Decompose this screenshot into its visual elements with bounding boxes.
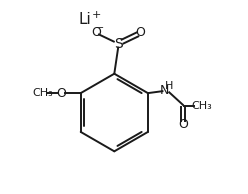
Text: −: −	[96, 23, 104, 33]
Text: H: H	[165, 81, 173, 91]
Text: O: O	[91, 26, 101, 40]
Text: CH₃: CH₃	[32, 88, 53, 98]
Text: CH₃: CH₃	[191, 101, 212, 111]
Text: N: N	[160, 84, 169, 97]
Text: +: +	[92, 10, 101, 20]
Text: O: O	[136, 26, 145, 40]
Text: Li: Li	[79, 12, 92, 27]
Text: O: O	[56, 87, 66, 100]
Text: S: S	[114, 37, 123, 51]
Text: O: O	[178, 118, 188, 131]
